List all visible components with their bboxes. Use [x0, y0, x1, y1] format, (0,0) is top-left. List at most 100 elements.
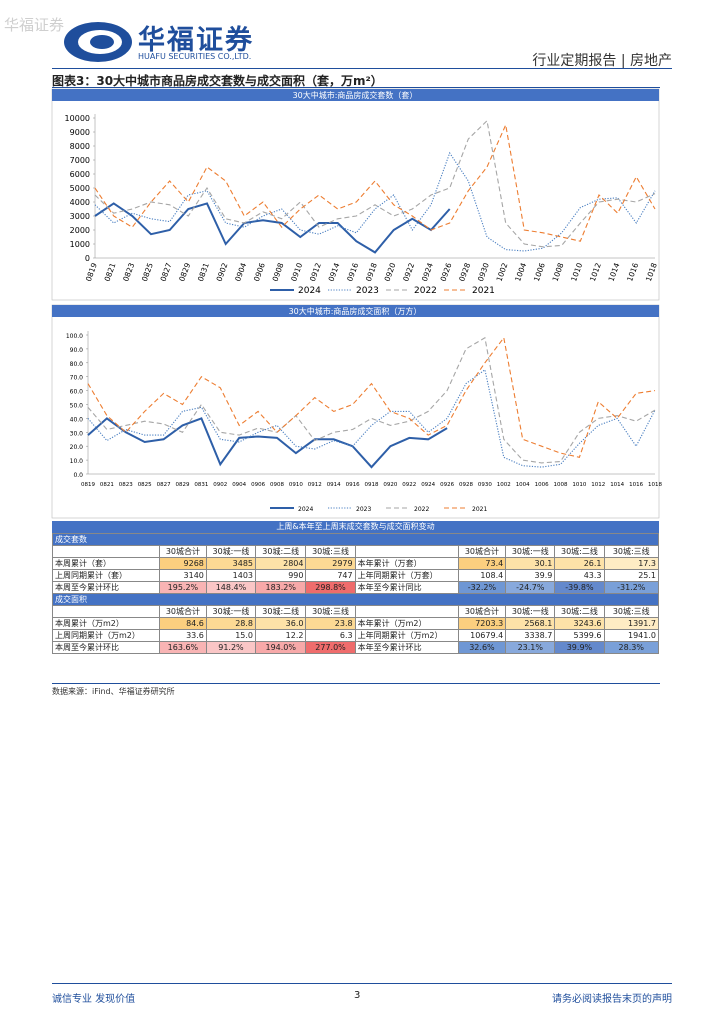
- series-line: [87, 417, 448, 469]
- legend-label: 2022: [414, 506, 429, 513]
- table-cell: 15.0: [205, 629, 257, 642]
- table-cell: 23.8: [305, 617, 356, 630]
- x-tick-label: 1002: [497, 482, 511, 488]
- x-tick-label: 1004: [516, 482, 530, 488]
- row-label: 本年累计（万m2）: [354, 617, 459, 630]
- table-cell: 6.3: [305, 629, 356, 642]
- y-tick-label: 70.0: [70, 375, 84, 382]
- x-tick-label: 1006: [532, 261, 547, 282]
- legend-label: 2024: [298, 506, 313, 513]
- table-cell: 2568.1: [505, 617, 556, 630]
- chart-title: 30大中城市:商品房成交面积（万方）: [289, 306, 422, 316]
- section-title: 成交面积: [52, 593, 659, 606]
- summary-table: 成交套数 30城合计 30城:一线 30城:二线 30城:三线 30城合计 30城:一线 30…: [52, 533, 659, 654]
- data-row: 本周至今累计环比 195.2% 148.4% 183.2% 298.8% 本年至今累计同比…: [52, 581, 659, 594]
- table-cell: 7203.3: [457, 617, 507, 630]
- x-tick-label: 1016: [625, 261, 640, 282]
- x-tick-label: 0916: [346, 482, 360, 488]
- x-tick-label: 1008: [551, 261, 566, 282]
- y-tick-label: 90.0: [70, 347, 84, 354]
- x-tick-label: 1010: [572, 482, 586, 488]
- series-line: [94, 151, 656, 252]
- x-tick-label: 0827: [157, 482, 171, 488]
- x-tick-label: 1004: [513, 261, 528, 282]
- legend-label: 2022: [414, 286, 437, 296]
- row-label: 上周同期累计（套）: [52, 569, 160, 582]
- x-tick-label: 0904: [233, 261, 248, 282]
- y-tick-label: 8000: [70, 142, 90, 151]
- y-tick-label: 60.0: [70, 389, 84, 396]
- table-cell: 195.2%: [158, 581, 207, 594]
- x-tick-label: 0908: [271, 261, 286, 282]
- x-tick-label: 1010: [569, 261, 584, 282]
- page-number: 3: [354, 990, 361, 1001]
- y-tick-label: 5000: [70, 184, 90, 193]
- x-tick-label: 0829: [176, 482, 190, 488]
- legend-label: 2023: [356, 286, 379, 296]
- x-tick-label: 0918: [365, 482, 379, 488]
- y-tick-label: 10.0: [70, 458, 84, 465]
- x-tick-label: 1014: [607, 261, 622, 282]
- y-tick-label: 20.0: [70, 444, 84, 451]
- row-label: 本年累计（万套）: [354, 557, 459, 570]
- data-row: 本周累计（万m2） 84.6 28.8 36.0 23.8 本年累计（万m2） 7203.3…: [52, 617, 659, 630]
- table-cell: 3243.6: [554, 617, 605, 630]
- x-tick-label: 0827: [159, 261, 174, 282]
- report-type: 行业定期报告 | 房地产: [532, 53, 672, 69]
- y-tick-label: 0.0: [73, 472, 83, 479]
- footer-left: 诚信专业 发现价值: [52, 994, 136, 1005]
- x-tick-label: 0821: [100, 482, 114, 488]
- table-cell: 23.1%: [505, 641, 556, 654]
- y-tick-label: 80.0: [70, 361, 84, 368]
- section-title: 成交套数: [52, 533, 659, 546]
- table-cell: 1941.0: [603, 629, 659, 642]
- column-header: 30城合计: [457, 545, 507, 558]
- x-tick-label: 0926: [440, 482, 454, 488]
- series-line: [94, 123, 656, 242]
- table-cell: 28.3%: [603, 641, 659, 654]
- x-tick-label: 0825: [138, 482, 152, 488]
- table-cell: 39.9%: [554, 641, 605, 654]
- table-cell: 298.8%: [305, 581, 356, 594]
- header-blank: [52, 545, 160, 558]
- x-tick-label: 0910: [289, 261, 304, 282]
- table-cell: 1403: [205, 569, 257, 582]
- x-tick-label: 0914: [327, 482, 341, 488]
- series-line: [87, 336, 656, 458]
- header-rule: [52, 68, 672, 69]
- column-header: 30城:一线: [505, 545, 556, 558]
- row-label: 本周至今累计环比: [52, 581, 160, 594]
- y-tick-label: 2000: [70, 226, 90, 235]
- table-cell: 10679.4: [457, 629, 507, 642]
- column-header: 30城:一线: [505, 605, 556, 618]
- table-cell: 36.0: [255, 617, 307, 630]
- table-cell: 148.4%: [205, 581, 257, 594]
- y-tick-label: 30.0: [70, 430, 84, 437]
- row-label: 本年至今累计同比: [354, 581, 459, 594]
- table-cell: 25.1: [603, 569, 659, 582]
- column-header: 30城:二线: [554, 605, 605, 618]
- legend-label: 2023: [356, 506, 371, 513]
- header-blank: [354, 605, 459, 618]
- x-tick-label: 1012: [588, 261, 603, 282]
- x-tick-label: 0904: [232, 482, 246, 488]
- column-header: 30城:三线: [603, 605, 659, 618]
- row-label: 上年同期累计（万m2）: [354, 629, 459, 642]
- column-header: 30城合计: [457, 605, 507, 618]
- x-tick-label: 0928: [459, 482, 473, 488]
- x-tick-label: 0906: [251, 482, 265, 488]
- y-tick-label: 50.0: [70, 403, 84, 410]
- source-rule: [52, 683, 660, 684]
- data-row: 上周同期累计（套） 3140 1403 990 747 上年同期累计（万套） 108.4 39…: [52, 569, 659, 582]
- x-tick-label: 1006: [535, 482, 549, 488]
- y-tick-label: 9000: [70, 128, 90, 137]
- x-tick-label: 0821: [103, 261, 118, 282]
- x-tick-label: 1018: [644, 261, 659, 282]
- table-cell: 747: [305, 569, 356, 582]
- table-cell: 2804: [255, 557, 307, 570]
- table-cell: 30.1: [505, 557, 556, 570]
- table-cell: -31.2%: [603, 581, 659, 594]
- table-cell: 194.0%: [255, 641, 307, 654]
- table-cell: 9268: [158, 557, 207, 570]
